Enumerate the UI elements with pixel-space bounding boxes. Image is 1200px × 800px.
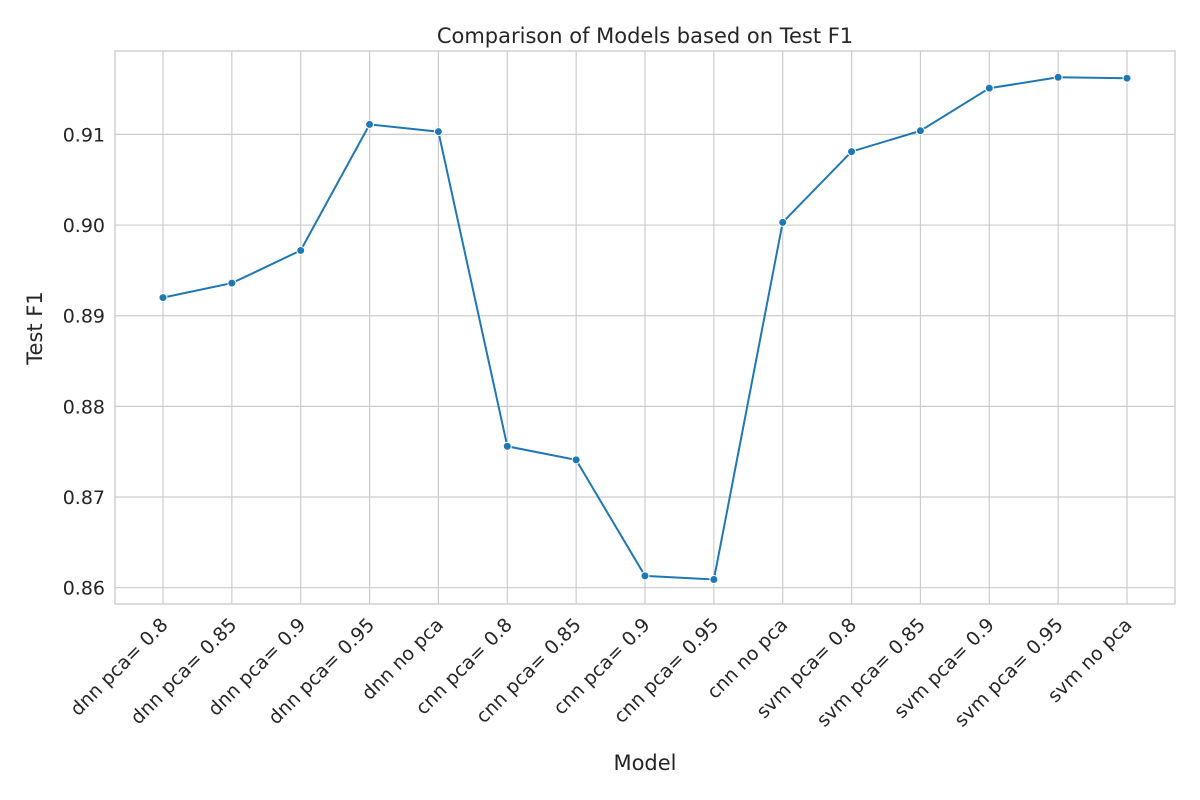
y-tick-label: 0.89 <box>63 306 105 328</box>
y-tick-label: 0.91 <box>63 124 105 146</box>
data-point <box>984 83 994 93</box>
data-point <box>640 571 650 581</box>
data-point <box>709 575 719 585</box>
y-axis-label: Test F1 <box>23 291 47 365</box>
y-tick-label: 0.90 <box>63 215 105 237</box>
data-point <box>915 126 925 136</box>
data-point <box>778 217 788 227</box>
grid <box>115 51 1175 604</box>
y-tick-label: 0.86 <box>63 578 105 600</box>
data-point <box>158 293 168 303</box>
chart-title: Comparison of Models based on Test F1 <box>437 24 853 48</box>
x-axis-label: Model <box>613 751 676 775</box>
y-tick-label: 0.87 <box>63 487 105 509</box>
data-point <box>502 441 512 451</box>
y-axis-ticks: 0.86 0.87 0.88 0.89 0.90 0.91 <box>63 124 105 599</box>
data-point <box>1122 73 1132 83</box>
data-point <box>571 455 581 465</box>
plot-frame <box>114 50 1176 605</box>
y-tick-label: 0.88 <box>63 396 105 418</box>
data-point <box>433 127 443 137</box>
series-layer <box>158 72 1132 585</box>
data-point <box>847 147 857 157</box>
data-point <box>1053 72 1063 82</box>
data-point <box>365 119 375 129</box>
data-point <box>227 278 237 288</box>
data-point <box>296 245 306 255</box>
